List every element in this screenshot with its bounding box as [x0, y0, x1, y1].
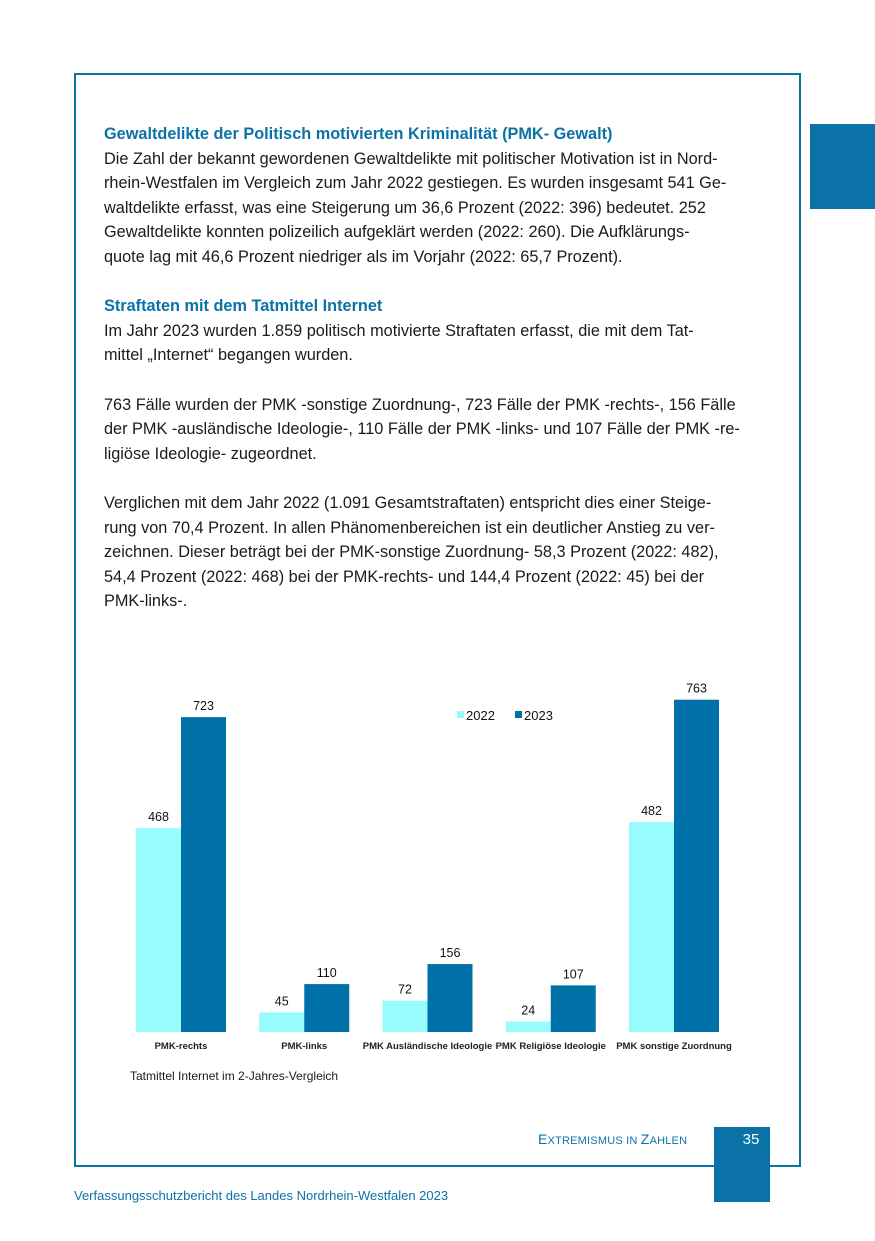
chapter-tab — [810, 124, 875, 209]
text-line: zeichnen. Dieser beträgt bei der PMK-son… — [104, 543, 719, 562]
text-line: quote lag mit 46,6 Prozent niedriger als… — [104, 247, 623, 266]
text-line: 763 Fälle wurden der PMK -sonstige Zuord… — [104, 395, 736, 414]
data-label: 45 — [275, 994, 289, 1008]
bar-2023 — [304, 984, 350, 1032]
category-label: PMK Ausländische Ideologie — [363, 1041, 493, 1052]
running-title-part: AHLEN — [649, 1135, 688, 1147]
text-line: Gewaltdelikte konnten polizeilich aufgek… — [104, 223, 690, 242]
section-heading-gewalt: Gewaltdelikte der Politisch motivierten … — [104, 125, 613, 143]
data-label: 24 — [521, 1004, 535, 1018]
bar-2022 — [259, 1012, 305, 1032]
data-label: 723 — [193, 699, 214, 713]
data-label: 110 — [317, 966, 337, 980]
text-line: waltdelikte erfasst, was eine Steigerung… — [104, 198, 706, 217]
category-label: PMK sonstige Zuordnung — [616, 1041, 732, 1052]
running-title-part: E — [538, 1131, 548, 1147]
data-label: 468 — [148, 810, 169, 824]
text-line: Die Zahl der bekannt gewordenen Gewaltde… — [104, 149, 718, 168]
section-heading-internet: Straftaten mit dem Tatmittel Internet — [104, 297, 383, 316]
text-line: mittel „Internet“ begangen wurden. — [104, 346, 353, 365]
bar-2022 — [382, 1000, 428, 1032]
paragraph-internet-1: Im Jahr 2023 wurden 1.859 politisch moti… — [104, 319, 774, 368]
running-title: EXTREMISMUS IN ZAHLEN — [538, 1131, 687, 1147]
text-line: ligiöse Ideologie- zugeordnet. — [104, 444, 317, 463]
text-line: PMK-links-. — [104, 592, 188, 611]
text-line: rhein-Westfalen im Vergleich zum Jahr 20… — [104, 174, 727, 193]
page-number: 35 — [714, 1127, 770, 1202]
running-title-part: XTREMISMUS IN — [547, 1135, 641, 1147]
text-line: der PMK -ausländische Ideologie-, 110 Fä… — [104, 420, 740, 439]
bar-2022 — [136, 828, 181, 1032]
data-label: 156 — [440, 946, 461, 960]
data-label: 107 — [563, 967, 584, 981]
legend-swatch-2022 — [457, 711, 464, 718]
paragraph-gewalt: Die Zahl der bekannt gewordenen Gewaltde… — [104, 147, 774, 270]
bar-2023 — [550, 985, 596, 1032]
text-line: Verglichen mit dem Jahr 2022 (1.091 Gesa… — [104, 493, 712, 512]
category-label: PMK-links — [281, 1041, 327, 1052]
legend-swatch-2023 — [515, 711, 522, 718]
paragraph-internet-3: Verglichen mit dem Jahr 2022 (1.091 Gesa… — [104, 491, 774, 614]
bar-2023 — [181, 717, 226, 1032]
page-frame — [74, 73, 801, 1167]
bar-2023 — [427, 964, 473, 1032]
data-label: 72 — [398, 983, 412, 997]
text-line: Im Jahr 2023 wurden 1.859 politisch moti… — [104, 321, 694, 340]
bar-2023 — [674, 699, 719, 1032]
running-title-part: Z — [640, 1131, 650, 1147]
data-label: 763 — [686, 682, 707, 696]
publication-footer: Verfassungsschutzbericht des Landes Nord… — [74, 1188, 449, 1203]
bar-2022 — [629, 822, 674, 1032]
data-label: 482 — [641, 804, 662, 818]
chart-caption: Tatmittel Internet im 2-Jahres-Vergleich — [130, 1069, 339, 1083]
text-line: rung von 70,4 Prozent. In allen Phänomen… — [104, 518, 715, 537]
body-text: Gewaltdelikte der Politisch motivierten … — [104, 122, 774, 638]
legend-label: 2023 — [524, 708, 553, 723]
category-label: PMK-rechts — [155, 1041, 208, 1052]
bar-2022 — [505, 1021, 551, 1032]
legend-label: 2022 — [466, 708, 495, 723]
text-line: 54,4 Prozent (2022: 468) bei der PMK-rec… — [104, 567, 705, 586]
category-label: PMK Religiöse Ideologie — [496, 1041, 606, 1052]
paragraph-internet-2: 763 Fälle wurden der PMK -sonstige Zuord… — [104, 393, 774, 467]
